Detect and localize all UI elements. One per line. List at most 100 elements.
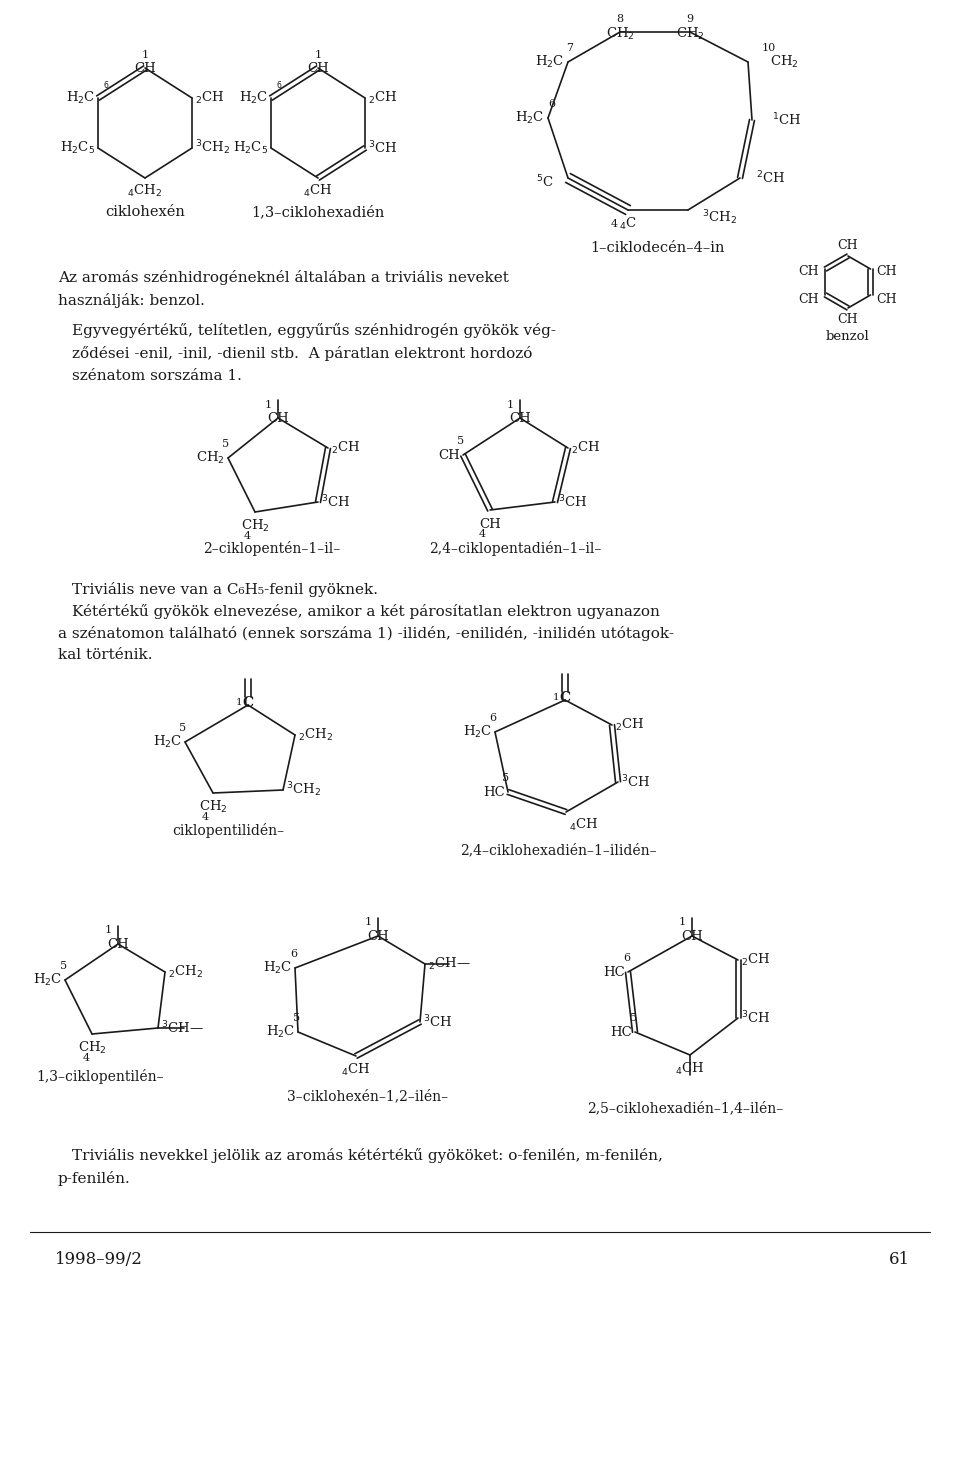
Text: CH$_2$: CH$_2$ <box>676 25 705 42</box>
Text: 9: 9 <box>686 13 693 24</box>
Text: 8: 8 <box>616 13 624 24</box>
Text: CH$_2$: CH$_2$ <box>770 53 799 70</box>
Text: 6: 6 <box>548 99 556 108</box>
Text: CH$_2$: CH$_2$ <box>606 25 635 42</box>
Text: H$_2$C$_5$: H$_2$C$_5$ <box>233 139 268 156</box>
Text: $^3$CH: $^3$CH <box>368 139 397 156</box>
Text: ciklopentilidén–: ciklopentilidén– <box>172 822 284 837</box>
Text: $^5$C: $^5$C <box>537 174 554 190</box>
Text: $_2$CH—: $_2$CH— <box>428 956 470 972</box>
Text: 1: 1 <box>553 693 560 702</box>
Text: $^3$CH: $^3$CH <box>621 773 650 791</box>
Text: $^3$CH: $^3$CH <box>558 494 588 510</box>
Text: $_2$CH: $_2$CH <box>741 951 770 968</box>
Text: benzol: benzol <box>827 329 870 343</box>
Text: $^3$CH$_2$: $^3$CH$_2$ <box>286 781 321 800</box>
Text: CH$_2$: CH$_2$ <box>241 518 270 534</box>
Text: CH: CH <box>108 938 129 950</box>
Text: használják: benzol.: használják: benzol. <box>58 292 204 309</box>
Text: 1,3–ciklopentilén–: 1,3–ciklopentilén– <box>36 1068 164 1083</box>
Text: Kétértékű gyökök elnevezése, amikor a két párosítatlan elektron ugyanazon: Kétértékű gyökök elnevezése, amikor a ké… <box>72 604 660 619</box>
Text: CH: CH <box>838 313 858 325</box>
Text: H$_2$C: H$_2$C <box>515 110 544 126</box>
Text: CH: CH <box>838 239 858 251</box>
Text: CH$_2$: CH$_2$ <box>78 1040 107 1057</box>
Text: CH: CH <box>134 61 156 74</box>
Text: $^3$CH—: $^3$CH— <box>161 1020 204 1036</box>
Text: 6: 6 <box>623 953 631 963</box>
Text: $_2$CH$_2$: $_2$CH$_2$ <box>168 965 204 979</box>
Text: C: C <box>560 692 570 705</box>
Text: 3–ciklohexén–1,2–ilén–: 3–ciklohexén–1,2–ilén– <box>287 1089 448 1103</box>
Text: $_2$CH: $_2$CH <box>615 717 644 733</box>
Text: 1: 1 <box>105 925 111 935</box>
Text: 5: 5 <box>457 436 465 447</box>
Text: 1: 1 <box>236 697 242 706</box>
Text: $_2$CH: $_2$CH <box>195 91 225 105</box>
Text: 5: 5 <box>294 1014 300 1022</box>
Text: $^1$CH: $^1$CH <box>772 111 802 128</box>
Text: CH: CH <box>367 929 389 942</box>
Text: $^3$CH$_2$: $^3$CH$_2$ <box>195 138 230 157</box>
Text: 1: 1 <box>507 401 514 410</box>
Text: kal történik.: kal történik. <box>58 649 153 662</box>
Text: $^3$CH: $^3$CH <box>321 494 350 510</box>
Text: $^3$CH: $^3$CH <box>741 1009 770 1027</box>
Text: $_2$CH: $_2$CH <box>571 439 600 456</box>
Text: 1: 1 <box>365 917 372 928</box>
Text: 1: 1 <box>264 401 272 410</box>
Text: H$_2$C: H$_2$C <box>239 91 268 105</box>
Text: H$_2$C: H$_2$C <box>263 960 292 976</box>
Text: $_4$CH: $_4$CH <box>675 1061 705 1077</box>
Text: 6: 6 <box>490 712 496 723</box>
Text: CH: CH <box>509 411 531 424</box>
Text: 5: 5 <box>223 439 229 450</box>
Text: 61: 61 <box>889 1251 910 1269</box>
Text: $^3$CH$_2$: $^3$CH$_2$ <box>702 209 737 227</box>
Text: CH$_2$: CH$_2$ <box>196 450 225 466</box>
Text: $^2$CH: $^2$CH <box>756 169 785 187</box>
Text: 6: 6 <box>291 948 298 959</box>
Text: HC: HC <box>611 1025 632 1039</box>
Text: H$_2$C$_5$: H$_2$C$_5$ <box>60 139 95 156</box>
Text: 2–ciklopentén–1–il–: 2–ciklopentén–1–il– <box>204 540 341 555</box>
Text: H$_2$C: H$_2$C <box>266 1024 295 1040</box>
Text: 5: 5 <box>180 723 186 733</box>
Text: $^3$CH: $^3$CH <box>423 1014 452 1030</box>
Text: 1998–99/2: 1998–99/2 <box>55 1251 143 1269</box>
Text: szénatom sorszáma 1.: szénatom sorszáma 1. <box>72 370 242 383</box>
Text: H$_2$C: H$_2$C <box>65 91 95 105</box>
Text: CH: CH <box>799 292 819 306</box>
Text: $^6$: $^6$ <box>103 82 109 91</box>
Text: CH$_2$: CH$_2$ <box>199 798 228 815</box>
Text: CH: CH <box>307 61 329 74</box>
Text: Triviális nevekkel jelölik az aromás kétértékű gyököket: o-fenilén, m-fenilén,: Triviális nevekkel jelölik az aromás két… <box>72 1149 662 1163</box>
Text: H$_2$C: H$_2$C <box>153 735 182 749</box>
Text: H$_2$C: H$_2$C <box>33 972 62 988</box>
Text: C: C <box>243 696 253 709</box>
Text: $_2$CH: $_2$CH <box>331 439 360 456</box>
Text: 4: 4 <box>611 220 617 229</box>
Text: H$_2$C: H$_2$C <box>535 53 564 70</box>
Text: 2,4–ciklopentadién–1–il–: 2,4–ciklopentadién–1–il– <box>429 540 601 555</box>
Text: $^6$: $^6$ <box>276 82 282 91</box>
Text: 5: 5 <box>631 1014 637 1022</box>
Text: CH: CH <box>876 264 898 278</box>
Text: 7: 7 <box>566 43 573 53</box>
Text: a szénatomon található (ennek sorszáma 1) -ilidén, -enilidén, -inilidén utótagok: a szénatomon található (ennek sorszáma 1… <box>58 626 674 641</box>
Text: CH: CH <box>267 411 289 424</box>
Text: 5: 5 <box>502 773 510 784</box>
Text: HC: HC <box>483 785 505 798</box>
Text: ciklohexén: ciklohexén <box>105 205 185 220</box>
Text: 1: 1 <box>141 50 149 59</box>
Text: 4: 4 <box>83 1054 89 1063</box>
Text: $_4$CH: $_4$CH <box>303 183 333 199</box>
Text: CH: CH <box>799 264 819 278</box>
Text: $_4$C: $_4$C <box>619 217 636 232</box>
Text: $_4$CH: $_4$CH <box>342 1063 371 1077</box>
Text: 2,4–ciklohexadién–1–ilidén–: 2,4–ciklohexadién–1–ilidén– <box>460 843 657 856</box>
Text: H$_2$C: H$_2$C <box>463 724 492 741</box>
Text: CH: CH <box>682 929 703 942</box>
Text: $_4$CH$_2$: $_4$CH$_2$ <box>128 183 162 199</box>
Text: 5: 5 <box>60 962 67 971</box>
